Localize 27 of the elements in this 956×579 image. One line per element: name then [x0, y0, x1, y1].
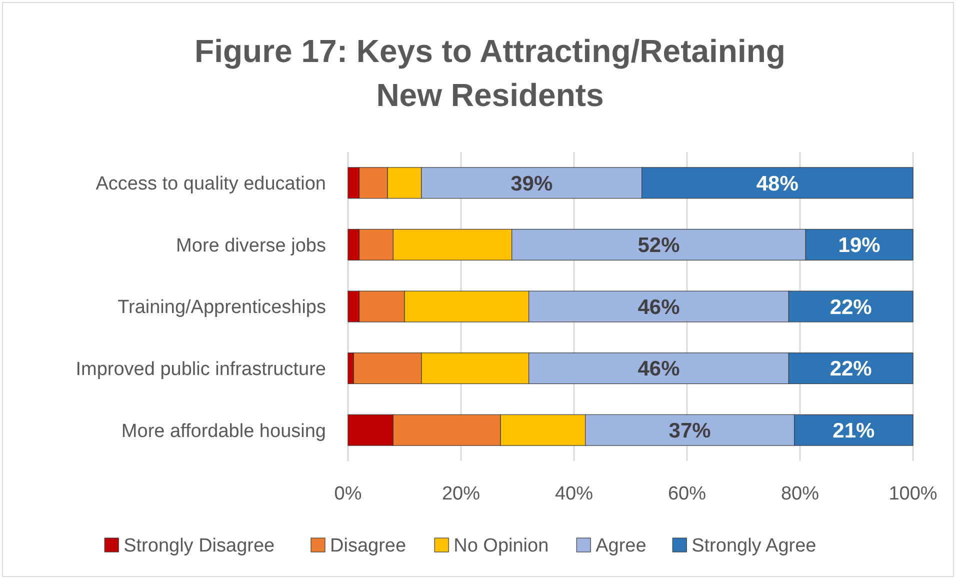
- data-label: 48%: [756, 172, 799, 196]
- y-tick-label: Training/Apprenticeships: [118, 297, 326, 318]
- x-tick-label: 60%: [668, 484, 706, 505]
- x-tick-label: 0%: [334, 484, 362, 505]
- x-tick-label: 100%: [888, 484, 938, 505]
- legend-label: No Opinion: [454, 536, 549, 557]
- data-label: 46%: [638, 296, 680, 319]
- data-label: 52%: [638, 234, 680, 258]
- x-tick-label: 20%: [442, 484, 480, 505]
- x-tick-label: 80%: [780, 484, 820, 505]
- y-tick-label: More affordable housing: [121, 420, 326, 442]
- x-tick-label: 40%: [554, 484, 594, 505]
- data-label: 39%: [510, 172, 553, 196]
- data-label: 19%: [838, 234, 881, 258]
- legend-label: Disagree: [330, 536, 406, 557]
- legend-label: Agree: [596, 536, 646, 557]
- data-label: 22%: [830, 358, 872, 381]
- y-tick-label: Access to quality education: [96, 174, 326, 195]
- chart-title: Figure 17: Keys to Attracting/Retaining New Residents: [194, 33, 786, 113]
- data-label: 22%: [830, 296, 872, 319]
- data-label: 37%: [668, 419, 712, 442]
- y-tick-label: Improved public infrastructure: [76, 358, 326, 380]
- legend-label: Strongly Disagree: [124, 536, 275, 557]
- data-label: 46%: [638, 358, 680, 381]
- y-tick-label: More diverse jobs: [176, 235, 326, 256]
- data-label: 21%: [832, 419, 876, 442]
- legend-label: Strongly Agree: [692, 536, 816, 557]
